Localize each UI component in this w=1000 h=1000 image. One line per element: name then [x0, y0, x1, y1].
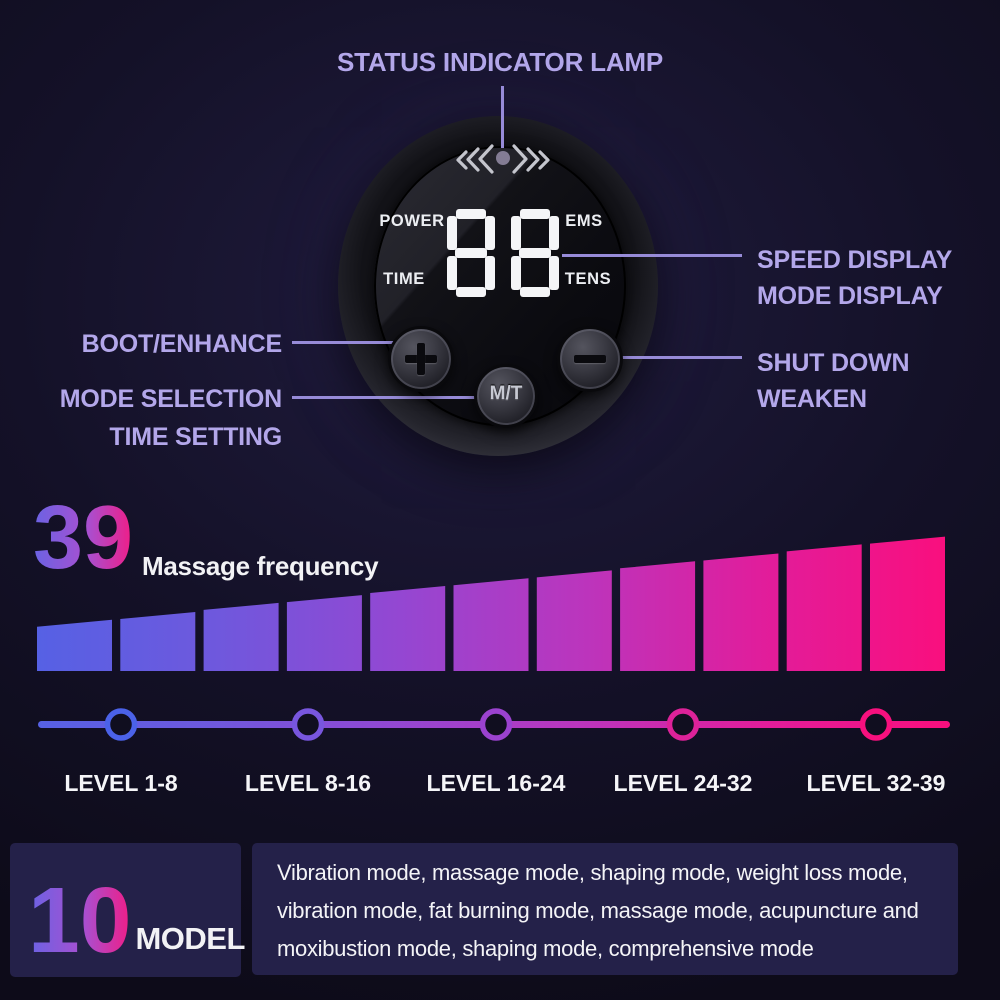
segment — [520, 287, 550, 297]
vibration-waves-icon — [456, 144, 550, 174]
level-range-label: LEVEL 1-8 — [64, 770, 178, 796]
shutdown-pointer-line — [610, 356, 742, 359]
level-marker — [291, 708, 325, 741]
time-setting-label: TIME SETTING — [109, 423, 282, 451]
model-caption: MODEL — [135, 921, 245, 956]
segment — [511, 216, 521, 250]
segment — [456, 287, 486, 297]
level-range-label: LEVEL 24-32 — [613, 770, 753, 796]
level-marker — [479, 708, 513, 741]
frequency-bar — [37, 619, 112, 671]
seven-segment-display-88 — [447, 209, 559, 297]
segment — [549, 256, 559, 290]
segment — [511, 256, 521, 290]
segment — [519, 248, 551, 258]
status-lamp-dot — [496, 151, 510, 165]
frequency-bar — [453, 578, 529, 671]
speed-display-label: SPEED DISPLAY — [757, 246, 953, 274]
frequency-bar — [703, 553, 779, 671]
shut-down-label: SHUT DOWN — [757, 349, 910, 377]
level-marker — [666, 708, 700, 741]
display-label-time: TIME — [383, 270, 425, 288]
level-range-label: LEVEL 16-24 — [426, 770, 566, 796]
status-indicator-lamp-label: STATUS INDICATOR LAMP — [336, 47, 664, 77]
segment — [447, 256, 457, 290]
minus-icon — [574, 355, 606, 363]
segment — [549, 216, 559, 250]
frequency-bar — [620, 561, 696, 671]
modes-list-panel: Vibration mode, massage mode, shaping mo… — [252, 843, 958, 975]
level-axis-line — [38, 721, 950, 728]
mode-selection-label: MODE SELECTION — [59, 385, 282, 413]
frequency-bar — [536, 570, 612, 671]
mode-time-button-label: M/T — [489, 383, 523, 404]
level-range-label: LEVEL 32-39 — [806, 770, 946, 796]
segment — [520, 209, 550, 219]
level-marker — [104, 708, 138, 741]
segment — [485, 256, 495, 290]
minus-weaken-button[interactable] — [557, 326, 623, 392]
weaken-label: WEAKEN — [757, 385, 867, 413]
level-marker — [859, 708, 893, 741]
frequency-bar — [370, 586, 446, 671]
frequency-count: 39 — [33, 488, 134, 588]
model-count: 10 — [28, 868, 132, 973]
level-range-label: LEVEL 8-16 — [244, 770, 372, 796]
modes-description: Vibration mode, massage mode, shaping mo… — [277, 860, 919, 961]
frequency-bar — [870, 536, 945, 671]
display-pointer-line — [562, 254, 742, 257]
display-label-tens: TENS — [564, 270, 612, 288]
frequency-bar — [120, 612, 196, 671]
segment — [447, 216, 457, 250]
frequency-bar — [203, 602, 279, 671]
boot-pointer-line — [292, 341, 414, 344]
plus-boost-button[interactable] — [388, 326, 454, 392]
model-count-panel: 10 MODEL — [10, 843, 245, 977]
segment — [455, 248, 487, 258]
mode-pointer-line — [292, 396, 478, 399]
mode-time-button[interactable]: M/T — [474, 364, 538, 428]
segment — [456, 209, 486, 219]
boot-enhance-label: BOOT/ENHANCE — [81, 330, 283, 358]
display-label-ems: EMS — [565, 212, 603, 230]
frequency-bar — [286, 595, 362, 671]
display-label-power: POWER — [379, 212, 445, 230]
frequency-caption: Massage frequency — [142, 551, 379, 581]
segment — [485, 216, 495, 250]
frequency-bar — [786, 544, 862, 671]
mode-display-label: MODE DISPLAY — [757, 282, 943, 310]
status-lamp-pointer-line — [501, 86, 504, 148]
plus-icon — [417, 343, 425, 375]
